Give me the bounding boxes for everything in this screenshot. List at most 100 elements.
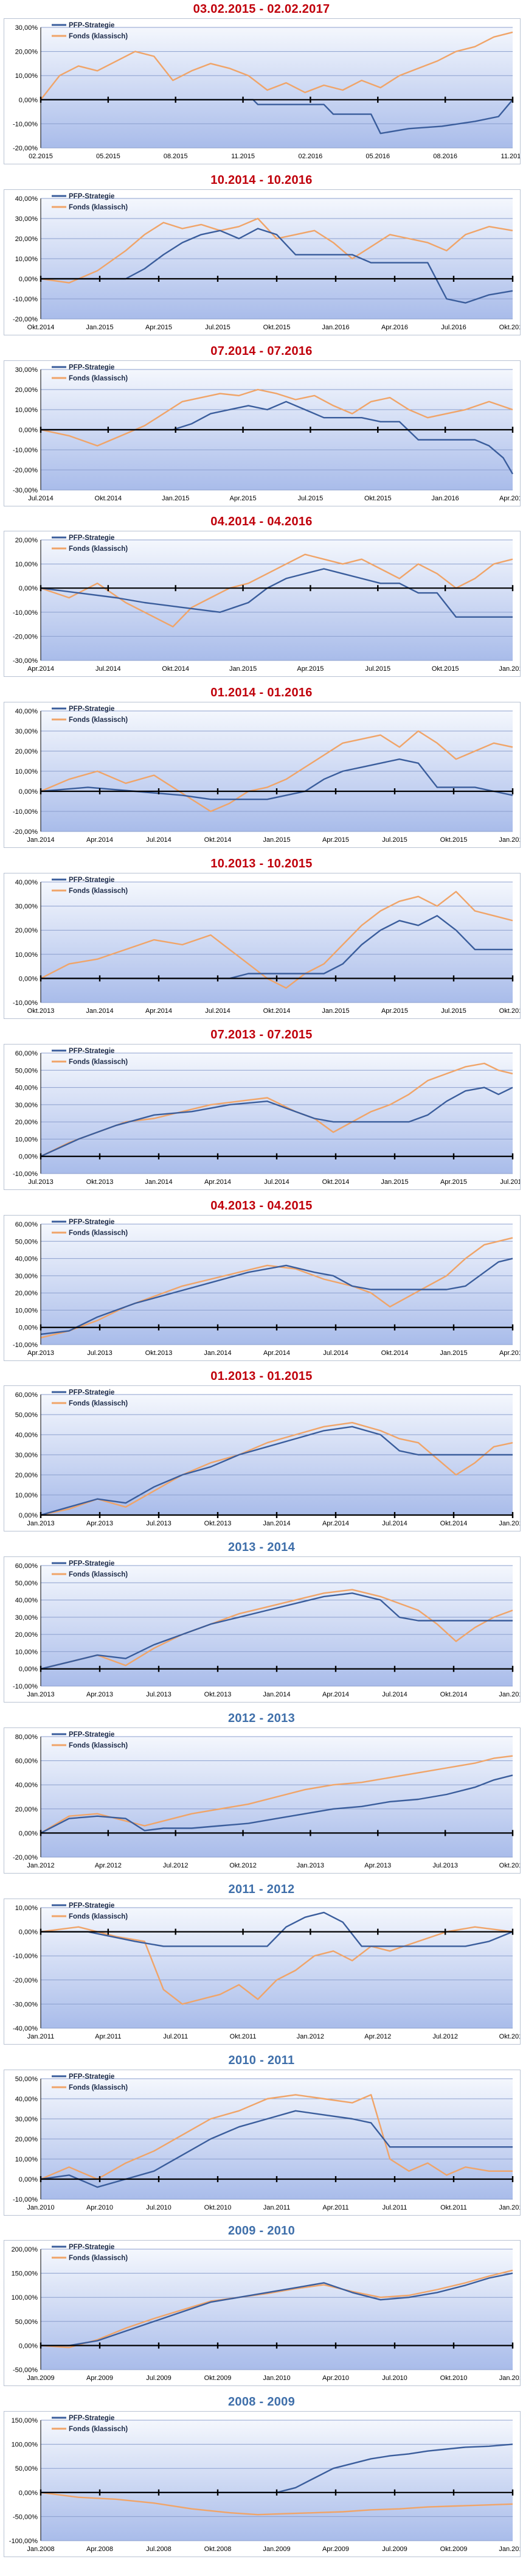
- series-line-pfp-strategie: [40, 1592, 513, 1670]
- x-tick-label: Okt.2015: [263, 324, 291, 331]
- chart-title: 04.2013 - 04.2015: [210, 1199, 313, 1213]
- series-line-pfp-strategie: [41, 2272, 513, 2347]
- chart-title: 2011 - 2012: [228, 1883, 295, 1896]
- chart-frame: -20,00% -10,00% 0,00% 10,00% 20,00% 30,00% 40,…: [4, 189, 523, 335]
- y-tick-label: 40,00%: [15, 1597, 38, 1605]
- x-tick-label: Jan.2013: [297, 1862, 324, 1869]
- y-tick-label: 20,00%: [15, 1631, 38, 1639]
- plot-area: [41, 2249, 513, 2370]
- y-tick-label: 50,00%: [15, 1067, 38, 1074]
- line-chart: -30,00% -20,00% -10,00% 0,00% 10,00% 20,00% 30…: [13, 364, 523, 502]
- x-tick-label: Jul.2015: [441, 1007, 466, 1015]
- x-tick-label: Jul.2012: [432, 2033, 458, 2040]
- chart-panel: 01.2013 - 01.2015 0,00% 10,00% 20,00% 30,00%…: [0, 1367, 523, 1538]
- chart-panel: 2009 - 2010 -50,00% 0,00% 50,00% 100,00% 150,…: [0, 2222, 523, 2393]
- line-chart: -10,00% 0,00% 10,00% 20,00% 30,00% 40,00% Okt.…: [13, 877, 523, 1015]
- x-tick-label: Okt.2013: [86, 1178, 114, 1186]
- y-tick-label: 20,00%: [15, 1290, 38, 1297]
- y-tick-label: 60,00%: [15, 1221, 38, 1228]
- x-tick-label: Jul.2014: [264, 1178, 289, 1186]
- x-tick-label: Okt.2013: [27, 1007, 55, 1015]
- legend: PFP-Strategie Fonds (klassisch): [52, 2415, 128, 2433]
- y-tick-label: 30,00%: [15, 2116, 38, 2123]
- chart-frame: -10,00% 0,00% 10,00% 20,00% 30,00% 40,00% Okt.…: [4, 873, 523, 1019]
- y-tick-label: 40,00%: [15, 195, 38, 203]
- legend-label: Fonds (klassisch): [69, 204, 128, 211]
- legend-label: Fonds (klassisch): [69, 375, 128, 382]
- y-tick-label: 10,00%: [15, 1648, 38, 1656]
- legend: PFP-Strategie Fonds (klassisch): [52, 193, 128, 211]
- plot-area: [41, 27, 513, 148]
- y-tick-label: -10,00%: [13, 999, 38, 1007]
- y-tick-label: 0,00%: [19, 1830, 38, 1837]
- y-tick-label: -40,00%: [13, 2025, 38, 2032]
- x-tick-label: Okt.2013: [145, 1349, 173, 1357]
- y-tick-label: 50,00%: [15, 1238, 38, 1245]
- legend-label: Fonds (klassisch): [69, 716, 128, 724]
- x-tick-label: Jan.2014: [145, 1178, 172, 1186]
- x-tick-label: Okt.2011: [440, 2204, 467, 2211]
- y-tick-label: 20,00%: [15, 748, 38, 755]
- x-tick-label: Jan.2010: [499, 2546, 520, 2553]
- chart-panel: 07.2013 - 07.2015 -10,00% 0,00% 10,00% 20,00…: [0, 1026, 523, 1197]
- line-chart: -20,00% -10,00% 0,00% 10,00% 20,00% 30,00% 40,…: [13, 193, 523, 331]
- x-tick-label: Apr.2015: [322, 836, 349, 844]
- x-tick-label: Okt.2014: [95, 495, 122, 502]
- series-line-pfp-strategie: [40, 758, 513, 800]
- y-tick-label: -20,00%: [13, 316, 38, 323]
- x-tick-label: Apr.2011: [322, 2204, 348, 2211]
- y-tick-label: 20,00%: [15, 236, 38, 243]
- legend-label: PFP-Strategie: [69, 22, 114, 29]
- series-line-pfp-strategie: [40, 1258, 513, 1335]
- x-tick-label: Jan.2012: [297, 2033, 324, 2040]
- y-tick-label: 0,00%: [19, 788, 38, 796]
- chart-title: 03.02.2015 - 02.02.2017: [193, 2, 330, 16]
- y-tick-label: 60,00%: [15, 1563, 38, 1570]
- y-tick-label: 10,00%: [15, 561, 38, 569]
- legend: PFP-Strategie Fonds (klassisch): [52, 1902, 128, 1920]
- x-tick-label: Okt.2015: [440, 836, 468, 844]
- chart-panel: 2013 - 2014 -10,00% 0,00% 10,00% 20,00% 30,00…: [0, 1538, 523, 1709]
- y-tick-label: 50,00%: [15, 2076, 38, 2083]
- legend-label: PFP-Strategie: [69, 705, 114, 713]
- y-tick-label: -10,00%: [13, 1342, 38, 1349]
- x-tick-label: Jul.2014: [323, 1349, 348, 1357]
- y-tick-label: 20,00%: [15, 387, 38, 394]
- legend-label: Fonds (klassisch): [69, 1059, 128, 1066]
- x-tick-label: Okt.2014: [440, 1520, 468, 1527]
- legend: PFP-Strategie Fonds (klassisch): [52, 534, 128, 553]
- x-tick-label: Jan.2011: [499, 2375, 520, 2382]
- y-tick-label: -10,00%: [13, 121, 38, 128]
- y-tick-label: -20,00%: [13, 467, 38, 474]
- x-tick-label: Apr.2014: [27, 665, 54, 673]
- y-tick-label: 10,00%: [15, 2156, 38, 2163]
- legend-label: Fonds (klassisch): [69, 2255, 128, 2262]
- y-tick-label: -10,00%: [13, 1683, 38, 1690]
- y-tick-label: -20,00%: [13, 828, 38, 836]
- legend: PFP-Strategie Fonds (klassisch): [52, 1731, 128, 1749]
- chart-panel: 03.02.2015 - 02.02.2017 -20,00% -10,00% 0,0…: [0, 0, 523, 171]
- y-tick-label: 0,00%: [19, 2176, 38, 2183]
- series-line-fonds-klassisch: [40, 2491, 513, 2516]
- legend-label: Fonds (klassisch): [69, 1400, 128, 1407]
- legend-label: PFP-Strategie: [69, 2415, 114, 2422]
- x-tick-label: Jan.2016: [322, 324, 349, 331]
- chart-panel: 01.2014 - 01.2016 -20,00% -10,00% 0,00% 10,0…: [0, 684, 523, 855]
- y-tick-label: 0,00%: [19, 975, 38, 982]
- x-tick-label: Jul.2010: [382, 2375, 407, 2382]
- series-line-pfp-strategie: [40, 2110, 513, 2188]
- legend-label: PFP-Strategie: [69, 534, 114, 542]
- x-tick-label: Okt.2008: [204, 2546, 232, 2553]
- x-tick-label: Jul.2014: [95, 665, 121, 673]
- x-tick-label: 11.2015: [231, 153, 255, 160]
- x-tick-label: Apr.2015: [145, 324, 172, 331]
- y-tick-label: 40,00%: [15, 879, 38, 886]
- x-tick-label: Jul.2013: [146, 1691, 171, 1698]
- legend-label: Fonds (klassisch): [69, 2084, 128, 2091]
- chart-panel: 2010 - 2011 -10,00% 0,00% 10,00% 20,00% 30,00…: [0, 2051, 523, 2222]
- plot-area: [41, 882, 513, 1003]
- x-tick-label: Apr.2015: [230, 495, 257, 502]
- line-chart: -50,00% 0,00% 50,00% 100,00% 150,00% 200,00% J…: [12, 2244, 523, 2382]
- x-tick-label: Apr.2015: [381, 1007, 408, 1015]
- legend-label: Fonds (klassisch): [69, 1742, 128, 1749]
